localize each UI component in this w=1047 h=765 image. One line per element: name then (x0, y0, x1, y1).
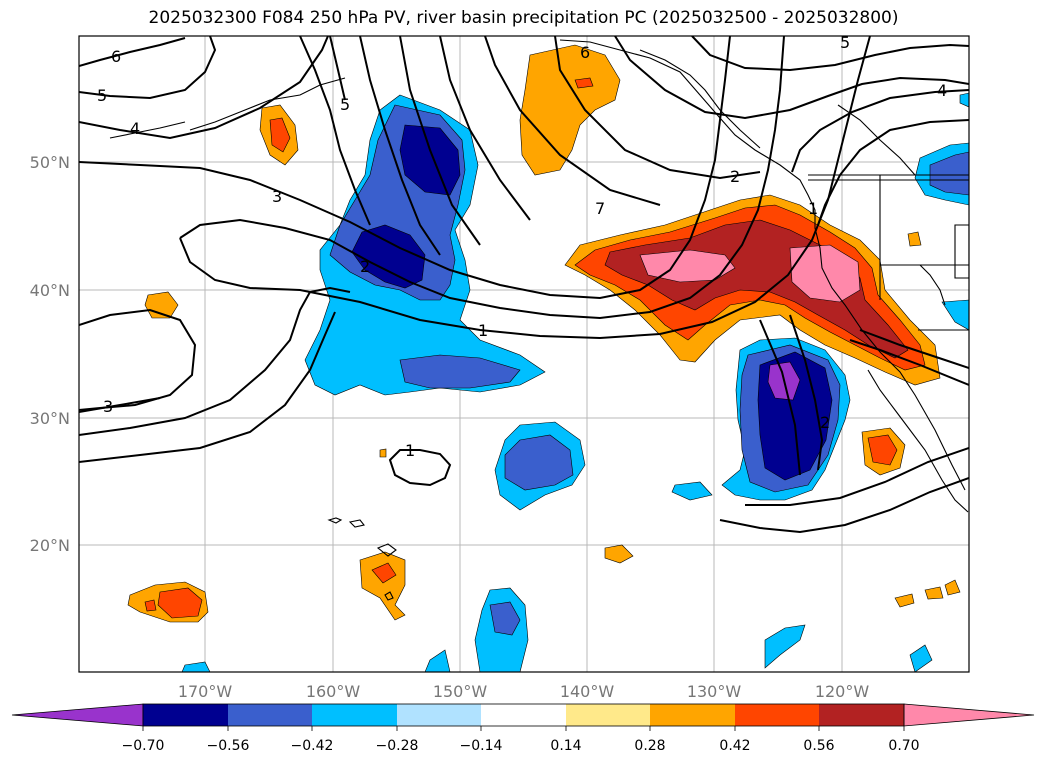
pv-contour-labels: 6 5 4 5 3 2 1 3 1 7 6 5 4 2 1 2 (97, 33, 947, 460)
latitude-labels: 50°N 40°N 30°N 20°N (30, 153, 70, 555)
contour-label: 2 (360, 257, 370, 276)
colorbar-tick-label: 0.70 (888, 738, 919, 754)
lon-label: 140°W (560, 682, 615, 701)
contour-label: 6 (580, 43, 590, 62)
colorbar-extend-high (903, 703, 1035, 727)
contour-label: 4 (937, 81, 947, 100)
lon-label: 170°W (178, 682, 233, 701)
map-frame (78, 35, 970, 673)
colorbar-segment (735, 704, 819, 726)
contour-label: 3 (272, 187, 282, 206)
positive-blob-hawaii (359, 551, 406, 621)
contour-label: 5 (840, 33, 850, 52)
lat-label: 20°N (30, 536, 70, 555)
contour-label: 2 (820, 413, 830, 432)
lon-label: 130°W (687, 682, 742, 701)
colorbar-tick-label: −0.42 (291, 738, 334, 754)
contour-label: 7 (595, 199, 605, 218)
lon-label: 150°W (433, 682, 488, 701)
colorbar-segment (819, 704, 904, 726)
lat-label: 50°N (30, 153, 70, 172)
contour-label: 5 (340, 95, 350, 114)
contour-label: 3 (103, 397, 113, 416)
contour-label: 1 (478, 321, 488, 340)
contour-label: 2 (730, 167, 740, 186)
positive-anomaly-areas (127, 44, 961, 623)
colorbar-tick-label: 0.14 (550, 738, 581, 754)
positive-blob-gulf-of-alaska (519, 44, 621, 176)
lon-label: 160°W (306, 682, 361, 701)
colorbar-tick-label: 0.42 (719, 738, 750, 754)
contour-label: 1 (808, 199, 818, 218)
colorbar: −0.70 −0.56 −0.42 −0.28 −0.14 0.14 0.28 … (11, 703, 1035, 754)
negative-anomaly-areas (181, 92, 969, 672)
colorbar-segment (143, 704, 228, 726)
colorbar-tick-label: −0.28 (376, 738, 419, 754)
contour-label: 6 (111, 47, 121, 66)
lon-label: 120°W (815, 682, 870, 701)
contour-label: 1 (405, 441, 415, 460)
colorbar-segment (481, 704, 566, 726)
colorbar-extend-low (11, 703, 144, 727)
colorbar-outline (142, 703, 905, 727)
colorbar-tick-label: −0.70 (122, 738, 165, 754)
lat-label: 30°N (30, 409, 70, 428)
contour-label: 5 (97, 86, 107, 105)
colorbar-tick-label: −0.14 (460, 738, 503, 754)
colorbar-segment (312, 704, 397, 726)
colorbar-segment (566, 704, 650, 726)
contour-label: 4 (130, 119, 140, 138)
map-title: 2025032300 F084 250 hPa PV, river basin … (148, 8, 899, 28)
colorbar-tick-label: −0.56 (207, 738, 250, 754)
colorbar-segment (650, 704, 735, 726)
map-panel: 6 5 4 5 3 2 1 3 1 7 6 5 4 2 1 2 (78, 33, 970, 673)
colorbar-tick-label: 0.56 (803, 738, 834, 754)
lat-label: 40°N (30, 281, 70, 300)
colorbar-segment (228, 704, 312, 726)
colorbar-ticks (142, 726, 905, 731)
colorbar-tick-label: 0.28 (634, 738, 665, 754)
colorbar-segment (397, 704, 481, 726)
pv-contours (79, 36, 969, 534)
longitude-labels: 170°W 160°W 150°W 140°W 130°W 120°W (178, 682, 870, 701)
